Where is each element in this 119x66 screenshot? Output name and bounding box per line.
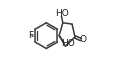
Text: F: F [28,31,33,40]
Text: HO: HO [61,39,75,48]
Text: O: O [79,35,86,44]
Text: HO: HO [56,9,69,18]
